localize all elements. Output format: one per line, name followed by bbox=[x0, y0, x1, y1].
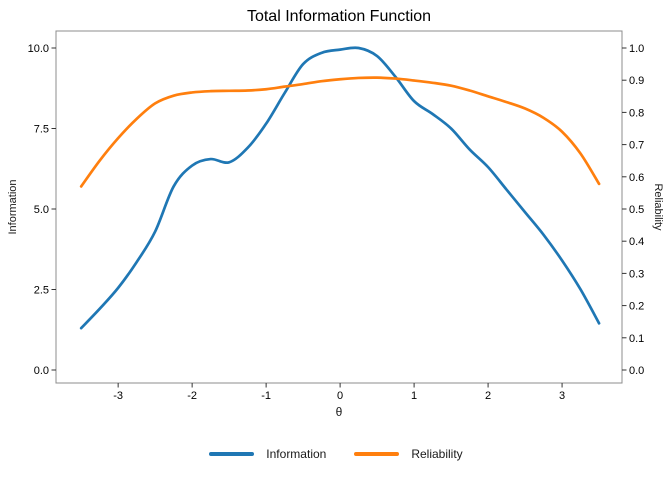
x-tick-label: -2 bbox=[187, 390, 197, 402]
y-right-tick-label: 0.2 bbox=[629, 301, 644, 313]
y-right-tick-label: 0.0 bbox=[629, 365, 644, 377]
x-tick-label: 3 bbox=[559, 390, 565, 402]
x-tick-label: 1 bbox=[411, 390, 417, 402]
reliability-legend-label: Reliability bbox=[411, 447, 463, 461]
legend: Information Reliability bbox=[0, 444, 672, 464]
information-legend-line bbox=[209, 452, 255, 456]
y-right-tick-label: 0.6 bbox=[629, 172, 644, 184]
reliability-legend-line bbox=[354, 452, 400, 456]
y-right-tick-label: 0.5 bbox=[629, 204, 644, 216]
information-line bbox=[79, 46, 601, 330]
x-tick-label: -3 bbox=[113, 390, 123, 402]
y-left-tick-label: 2.5 bbox=[34, 284, 49, 296]
x-tick-label: 2 bbox=[485, 390, 491, 402]
y-left-tick-label: 10.0 bbox=[28, 43, 49, 55]
y-right-tick-label: 0.1 bbox=[629, 333, 644, 345]
panel-border bbox=[55, 30, 623, 384]
y-right-tick-label: 0.7 bbox=[629, 140, 644, 152]
legend-item-information: Information bbox=[209, 447, 326, 461]
x-tick-label: 0 bbox=[337, 390, 343, 402]
x-tick-label: -1 bbox=[261, 390, 271, 402]
y-left-tick-label: 7.5 bbox=[34, 123, 49, 135]
y-right-tick-label: 0.8 bbox=[629, 107, 644, 119]
y-left-tick-label: 5.0 bbox=[34, 204, 49, 216]
reliability-line bbox=[79, 76, 601, 188]
chart-title: Total Information Function bbox=[246, 8, 432, 25]
information-legend-label: Information bbox=[266, 447, 327, 461]
y-right-tick-label: 0.4 bbox=[629, 236, 644, 248]
x-axis-label: θ bbox=[335, 405, 343, 419]
legend-item-reliability: Reliability bbox=[354, 447, 463, 461]
y-right-tick-label: 0.9 bbox=[629, 75, 644, 87]
y-right-tick-label: 0.3 bbox=[629, 268, 644, 280]
y-right-tick-label: 1.0 bbox=[629, 43, 644, 55]
y-left-tick-label: 0.0 bbox=[34, 365, 49, 377]
